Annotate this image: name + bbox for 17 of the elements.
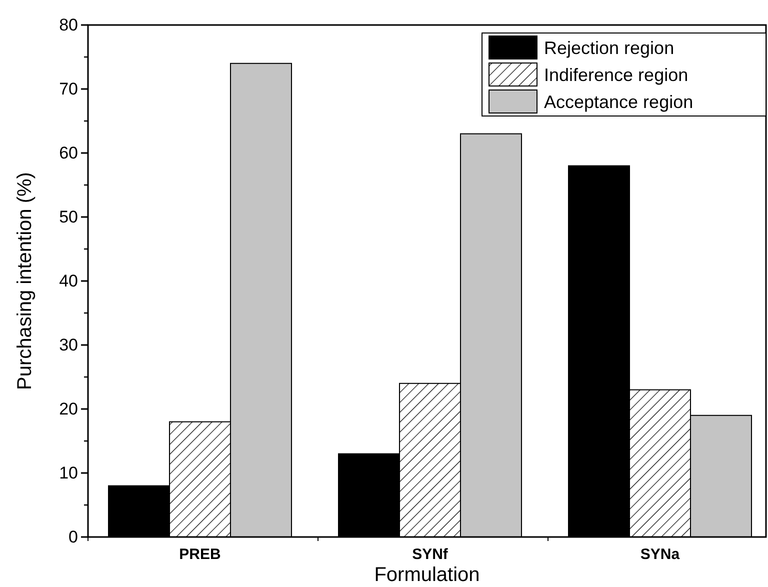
y-tick-label: 60 xyxy=(59,143,78,162)
y-tick-label: 40 xyxy=(59,271,78,290)
legend-label: Acceptance region xyxy=(544,92,694,112)
legend-label: Indiference region xyxy=(544,65,688,85)
legend-label: Rejection region xyxy=(544,38,674,58)
y-tick-label: 0 xyxy=(68,527,78,546)
x-tick-label: SYNf xyxy=(412,546,449,563)
y-tick-label: 80 xyxy=(59,15,78,34)
y-tick-label: 10 xyxy=(59,463,78,482)
y-tick-label: 70 xyxy=(59,79,78,98)
x-tick-label: SYNa xyxy=(640,546,680,563)
y-tick-label: 50 xyxy=(59,207,78,226)
x-axis-title: Formulation xyxy=(374,564,480,586)
y-axis-title: Purchasing intention (%) xyxy=(14,172,36,390)
y-tick-label: 30 xyxy=(59,335,78,354)
y-tick-label: 20 xyxy=(59,399,78,418)
x-tick-label: PREB xyxy=(179,546,221,563)
